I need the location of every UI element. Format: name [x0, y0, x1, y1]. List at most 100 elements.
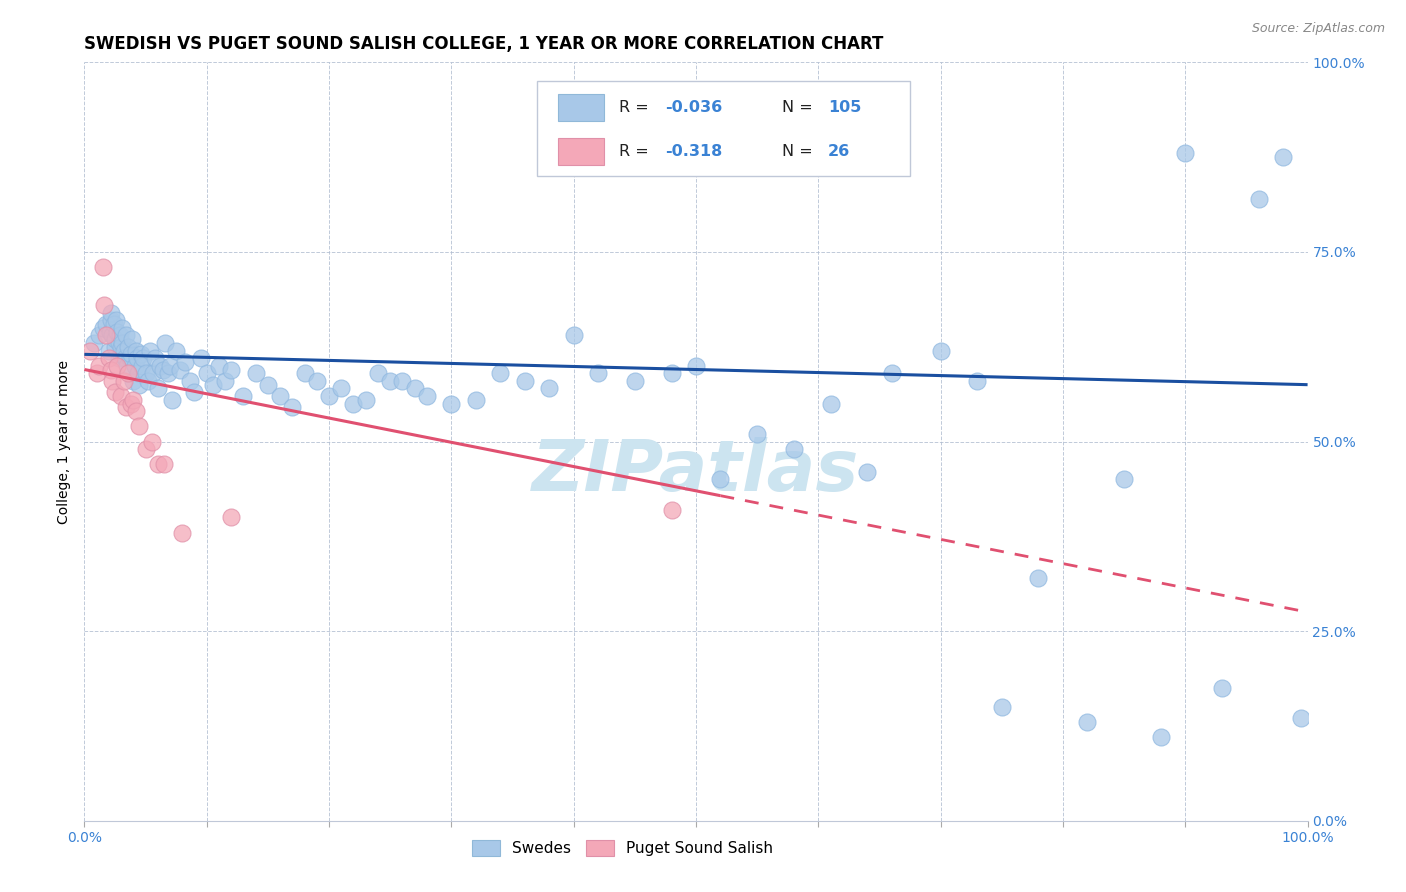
Point: [354, 392, 377, 407]
Point: [991, 699, 1014, 714]
Point: [105, 325, 128, 339]
Point: [101, 374, 124, 388]
Point: [856, 465, 879, 479]
Point: [83, 335, 105, 350]
Text: R =: R =: [619, 100, 654, 115]
Point: [269, 389, 291, 403]
Point: [747, 427, 769, 442]
FancyBboxPatch shape: [537, 81, 910, 177]
Point: [107, 335, 129, 350]
Point: [162, 392, 184, 407]
Point: [110, 389, 132, 403]
Text: N =: N =: [782, 100, 817, 115]
Point: [115, 401, 138, 415]
FancyBboxPatch shape: [558, 95, 605, 120]
Point: [96, 328, 118, 343]
Point: [440, 396, 463, 410]
Point: [135, 366, 157, 380]
Point: [219, 510, 242, 524]
Point: [169, 362, 191, 376]
Point: [125, 351, 148, 366]
Point: [87, 328, 110, 343]
Point: [201, 377, 224, 392]
Point: [132, 351, 155, 366]
Point: [127, 366, 149, 380]
Point: [208, 359, 231, 373]
Point: [125, 404, 148, 418]
Text: ZIPatlas: ZIPatlas: [533, 437, 859, 507]
Point: [104, 332, 127, 346]
Point: [294, 366, 316, 380]
Point: [153, 458, 176, 472]
Text: Source: ZipAtlas.com: Source: ZipAtlas.com: [1251, 22, 1385, 36]
Point: [146, 382, 169, 396]
Point: [115, 328, 138, 343]
Point: [124, 359, 146, 373]
Point: [110, 347, 132, 361]
Text: -0.318: -0.318: [665, 144, 723, 159]
Point: [159, 359, 181, 373]
Point: [152, 362, 174, 376]
Point: [195, 366, 218, 380]
Point: [1150, 730, 1173, 744]
Point: [97, 351, 120, 366]
Point: [104, 385, 127, 400]
Point: [929, 343, 952, 358]
Point: [122, 392, 145, 407]
Point: [105, 359, 128, 373]
Point: [141, 434, 163, 449]
Point: [93, 298, 115, 312]
Point: [100, 313, 122, 327]
Point: [1114, 473, 1136, 487]
Point: [120, 347, 142, 361]
Point: [624, 374, 647, 388]
Point: [179, 374, 201, 388]
Text: 105: 105: [828, 100, 862, 115]
Point: [661, 366, 683, 380]
Point: [117, 340, 139, 354]
Point: [219, 362, 242, 376]
Point: [586, 366, 609, 380]
Point: [128, 377, 150, 392]
Point: [245, 366, 267, 380]
Point: [685, 359, 707, 373]
Point: [104, 340, 127, 354]
Point: [91, 320, 114, 334]
Text: 26: 26: [828, 144, 851, 159]
Point: [135, 442, 157, 457]
Point: [330, 382, 353, 396]
Point: [115, 359, 138, 373]
Point: [172, 525, 194, 540]
Point: [118, 351, 141, 366]
Point: [122, 374, 145, 388]
Point: [98, 325, 121, 339]
Point: [1211, 681, 1233, 695]
Point: [820, 396, 842, 410]
Point: [416, 389, 439, 403]
Point: [783, 442, 806, 457]
Point: [513, 374, 536, 388]
Point: [117, 366, 139, 380]
Point: [146, 458, 169, 472]
Point: [114, 351, 136, 366]
Text: R =: R =: [619, 144, 654, 159]
Point: [142, 366, 165, 380]
Point: [96, 317, 118, 331]
Point: [136, 374, 159, 388]
Point: [79, 343, 101, 358]
Point: [183, 385, 205, 400]
Point: [103, 317, 125, 331]
Point: [100, 362, 122, 376]
Point: [128, 419, 150, 434]
Point: [257, 377, 280, 392]
Point: [489, 366, 512, 380]
Point: [165, 343, 187, 358]
Point: [661, 503, 683, 517]
Point: [131, 359, 153, 373]
Point: [232, 389, 254, 403]
Point: [342, 396, 364, 410]
Point: [110, 340, 132, 354]
Point: [87, 359, 110, 373]
Point: [112, 374, 135, 388]
Legend: Swedes, Puget Sound Salish: Swedes, Puget Sound Salish: [467, 834, 779, 863]
